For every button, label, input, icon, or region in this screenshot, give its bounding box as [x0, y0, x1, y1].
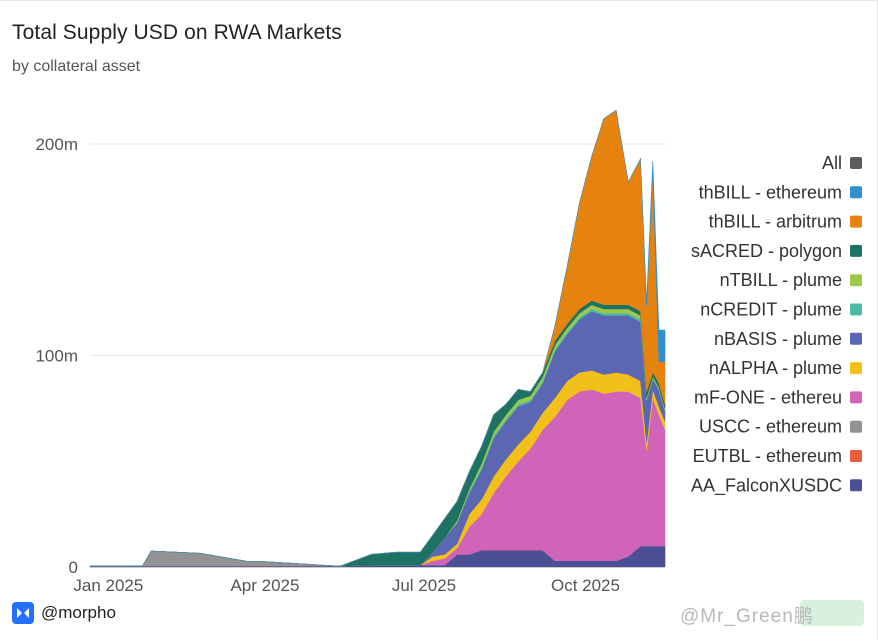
legend-label: AA_FalconXUSDC	[691, 475, 842, 496]
legend-swatch	[850, 274, 862, 287]
x-tick-label: Oct 2025	[551, 576, 620, 595]
legend-swatch	[850, 362, 862, 375]
y-tick-label: 0	[69, 558, 78, 577]
legend-swatch	[850, 215, 862, 228]
watermark-badge	[800, 600, 864, 626]
legend-label: sACRED - polygon	[691, 241, 842, 261]
x-tick-label: Apr 2025	[230, 576, 299, 595]
legend-label: thBILL - arbitrum	[709, 212, 842, 232]
legend-swatch	[850, 420, 862, 433]
legend-label: EUTBL - ethereum	[693, 446, 842, 466]
footer: @morpho	[12, 602, 116, 624]
legend-label: nALPHA - plume	[709, 358, 842, 378]
legend-label: USCC - ethereum	[699, 417, 842, 437]
legend-swatch	[850, 303, 862, 316]
y-tick-label: 200m	[35, 135, 78, 154]
x-tick-label: Jul 2025	[392, 576, 456, 595]
y-tick-label: 100m	[35, 347, 78, 366]
legend-label: All	[822, 153, 842, 173]
legend-label: thBILL - ethereum	[699, 182, 842, 202]
morpho-logo-icon[interactable]	[12, 602, 34, 624]
x-tick-label: Jan 2025	[73, 576, 143, 595]
legend-swatch	[850, 186, 862, 199]
legend: All thBILL - ethereum thBILL - arbitrum sAC…	[691, 153, 862, 496]
legend-label: nTBILL - plume	[720, 270, 842, 290]
legend-label: mF-ONE - ethereu	[694, 387, 842, 407]
legend-swatch	[850, 244, 862, 257]
legend-label: nCREDIT - plume	[700, 300, 842, 320]
legend-swatch	[850, 332, 862, 345]
stacked-area-group	[89, 109, 666, 568]
legend-swatch	[850, 450, 862, 462]
legend-swatch	[850, 391, 862, 404]
chart-title: Total Supply USD on RWA Markets	[12, 21, 342, 44]
area-thbill-ethereum	[90, 109, 666, 567]
legend-swatch	[850, 157, 862, 169]
legend-swatch	[850, 479, 862, 492]
chart-subtitle: by collateral asset	[12, 58, 141, 75]
area-mf-one-ethereu	[90, 388, 666, 567]
legend-label: nBASIS - plume	[714, 329, 842, 349]
morpho-handle[interactable]: @morpho	[41, 603, 116, 622]
watermark-text: @Mr_Green鹏	[680, 606, 814, 627]
